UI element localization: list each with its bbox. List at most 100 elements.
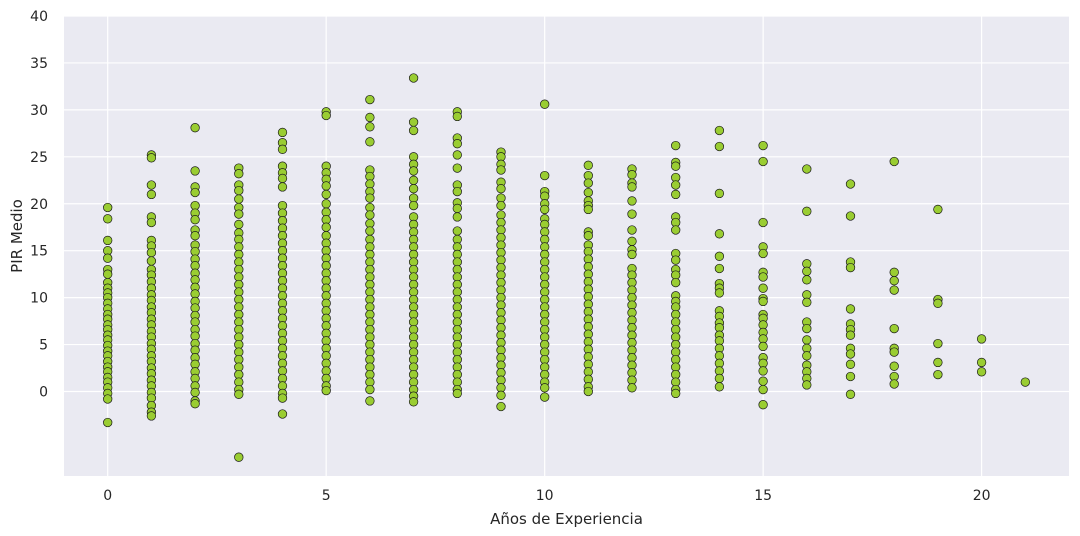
data-point: [714, 382, 725, 392]
data-point: [802, 206, 812, 216]
data-point: [103, 394, 113, 404]
data-point: [408, 184, 419, 194]
data-point: [103, 417, 113, 428]
data-point: [190, 399, 200, 409]
data-point: [627, 209, 637, 219]
data-point: [802, 275, 812, 285]
data-point: [627, 170, 637, 180]
data-point: [627, 249, 637, 260]
data-point: [889, 285, 899, 295]
data-point: [452, 388, 462, 399]
data-point: [714, 373, 725, 384]
x-tick-labels: 0 5 10 15 20: [103, 488, 990, 504]
data-point: [452, 212, 462, 222]
data-point: [889, 156, 899, 167]
data-point: [408, 200, 419, 211]
data-point: [845, 211, 856, 221]
data-point: [321, 199, 331, 209]
x-tick-label: 0: [103, 488, 112, 504]
data-point: [758, 217, 768, 228]
data-point: [365, 396, 375, 406]
data-point: [365, 210, 375, 220]
data-point: [452, 203, 462, 214]
data-point: [408, 397, 419, 407]
data-point: [408, 125, 419, 136]
data-point: [103, 235, 113, 246]
data-point: [1020, 377, 1030, 387]
data-point: [234, 389, 244, 399]
data-point: [103, 253, 113, 263]
data-point: [146, 180, 157, 190]
data-point: [714, 229, 725, 239]
data-point: [583, 204, 593, 215]
data-point: [277, 182, 288, 192]
y-tick-label: 30: [30, 103, 48, 119]
data-point: [758, 283, 768, 293]
data-point: [845, 349, 856, 359]
data-point: [583, 178, 593, 188]
data-point: [277, 393, 288, 403]
y-tick-label: 20: [30, 197, 48, 213]
data-point: [671, 189, 681, 200]
data-point: [758, 341, 768, 352]
data-point: [758, 156, 768, 167]
x-tick-label: 10: [536, 488, 554, 504]
data-point: [540, 204, 550, 215]
data-point: [933, 338, 943, 349]
data-point: [146, 217, 157, 228]
data-point: [802, 266, 812, 276]
data-point: [408, 117, 419, 127]
data-point: [671, 255, 681, 265]
data-point: [845, 330, 856, 340]
data-point: [190, 231, 200, 241]
data-point: [496, 184, 506, 194]
data-point: [277, 409, 288, 419]
data-point: [496, 390, 506, 400]
data-point: [845, 359, 856, 369]
data-point: [408, 73, 419, 83]
data-point: [627, 383, 637, 393]
data-point: [889, 267, 899, 277]
data-point: [583, 187, 593, 198]
data-point: [496, 165, 506, 175]
data-point: [714, 263, 725, 274]
data-point: [365, 94, 375, 105]
data-point: [146, 256, 157, 266]
data-point: [234, 169, 244, 179]
data-point: [452, 111, 462, 122]
data-point: [627, 236, 637, 246]
data-point: [365, 193, 375, 203]
data-point: [583, 386, 593, 397]
data-point: [758, 384, 768, 395]
data-point: [365, 137, 375, 147]
data-point: [714, 188, 725, 199]
data-point: [671, 140, 681, 151]
data-point: [714, 141, 725, 152]
data-point: [802, 380, 812, 390]
y-tick-label: 5: [39, 338, 48, 354]
data-point: [540, 392, 550, 402]
data-point: [671, 161, 681, 171]
data-point: [889, 379, 899, 389]
data-point: [583, 160, 593, 170]
data-point: [452, 139, 462, 149]
data-point: [146, 189, 157, 200]
y-tick-label: 35: [30, 56, 48, 72]
data-point: [540, 99, 550, 109]
data-point: [277, 173, 288, 184]
data-point: [321, 181, 331, 191]
data-point: [540, 170, 550, 181]
data-point: [976, 334, 987, 344]
data-point: [234, 219, 244, 230]
x-tick-label: 20: [973, 488, 991, 504]
data-point: [408, 166, 419, 176]
data-point: [627, 196, 637, 206]
data-points: [103, 73, 1030, 462]
data-point: [889, 347, 899, 357]
data-point: [234, 209, 244, 219]
x-axis-label: Años de Experiencia: [490, 510, 643, 528]
grid-lines: [64, 15, 1069, 476]
data-point: [365, 112, 375, 123]
data-point: [758, 366, 768, 376]
